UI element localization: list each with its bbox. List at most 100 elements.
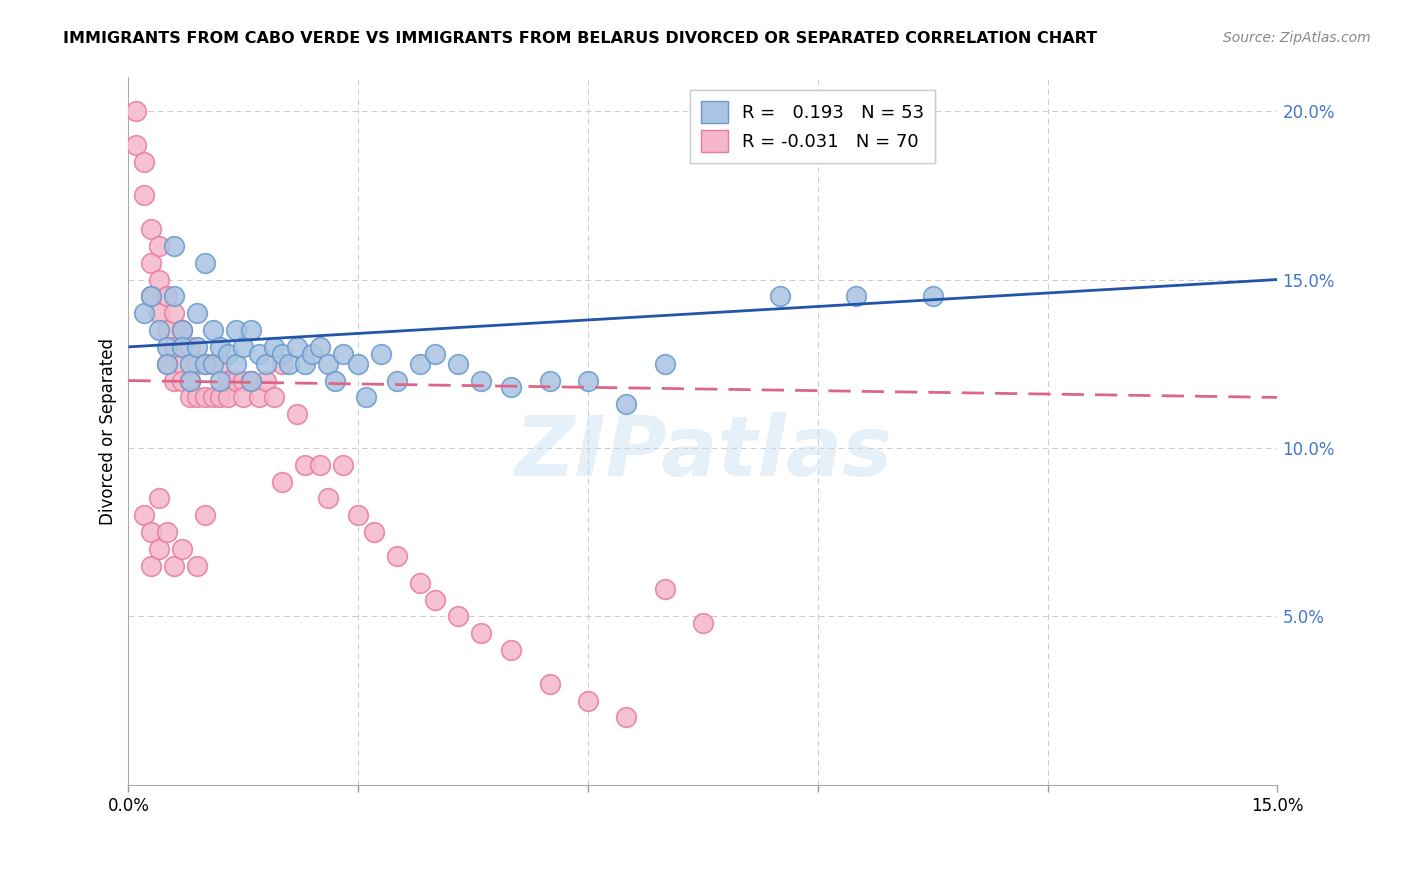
Point <box>225 323 247 337</box>
Point <box>141 558 163 573</box>
Point <box>186 306 208 320</box>
Point <box>172 374 194 388</box>
Point <box>132 306 155 320</box>
Point <box>172 357 194 371</box>
Point <box>209 374 232 388</box>
Text: Source: ZipAtlas.com: Source: ZipAtlas.com <box>1223 31 1371 45</box>
Point <box>294 357 316 371</box>
Point <box>845 289 868 303</box>
Point <box>921 289 943 303</box>
Point <box>768 289 790 303</box>
Point <box>125 104 148 119</box>
Point <box>163 340 186 354</box>
Point <box>186 558 208 573</box>
Point <box>148 306 170 320</box>
Point <box>270 357 292 371</box>
Point <box>209 340 232 354</box>
Point <box>179 391 201 405</box>
Point <box>263 391 285 405</box>
Point <box>423 346 446 360</box>
Point <box>225 374 247 388</box>
Point <box>156 323 179 337</box>
Point <box>172 541 194 556</box>
Point <box>285 340 308 354</box>
Point <box>654 582 676 597</box>
Point <box>201 323 224 337</box>
Point <box>447 357 470 371</box>
Point <box>576 693 599 707</box>
Point <box>156 525 179 540</box>
Point <box>614 710 637 724</box>
Point <box>408 357 430 371</box>
Point <box>614 397 637 411</box>
Text: ZIPatlas: ZIPatlas <box>515 412 891 492</box>
Point <box>172 323 194 337</box>
Point <box>501 643 523 657</box>
Point <box>332 458 354 472</box>
Point <box>132 508 155 523</box>
Point <box>163 374 186 388</box>
Point <box>194 391 217 405</box>
Point <box>148 323 170 337</box>
Point <box>447 609 470 624</box>
Point <box>363 525 385 540</box>
Point <box>294 458 316 472</box>
Point <box>148 491 170 506</box>
Point <box>232 340 254 354</box>
Point <box>194 508 217 523</box>
Point <box>163 558 186 573</box>
Point <box>156 289 179 303</box>
Point <box>217 346 239 360</box>
Point <box>194 357 217 371</box>
Point <box>285 407 308 421</box>
Point <box>247 391 270 405</box>
Point <box>148 541 170 556</box>
Point <box>309 458 332 472</box>
Point <box>347 357 370 371</box>
Point <box>270 475 292 489</box>
Point <box>232 374 254 388</box>
Point <box>347 508 370 523</box>
Point <box>163 306 186 320</box>
Point <box>179 374 201 388</box>
Point <box>209 357 232 371</box>
Point <box>156 357 179 371</box>
Point <box>423 592 446 607</box>
Text: IMMIGRANTS FROM CABO VERDE VS IMMIGRANTS FROM BELARUS DIVORCED OR SEPARATED CORR: IMMIGRANTS FROM CABO VERDE VS IMMIGRANTS… <box>63 31 1098 46</box>
Point <box>217 374 239 388</box>
Point <box>179 374 201 388</box>
Point <box>186 357 208 371</box>
Point <box>538 676 561 690</box>
Legend: R =   0.193   N = 53, R = -0.031   N = 70: R = 0.193 N = 53, R = -0.031 N = 70 <box>690 90 935 163</box>
Point <box>501 380 523 394</box>
Point <box>194 255 217 269</box>
Point <box>186 391 208 405</box>
Point <box>408 575 430 590</box>
Point <box>186 340 208 354</box>
Point <box>163 289 186 303</box>
Point <box>538 374 561 388</box>
Point <box>316 357 339 371</box>
Point <box>156 357 179 371</box>
Point <box>172 340 194 354</box>
Point <box>654 357 676 371</box>
Point <box>141 222 163 236</box>
Point <box>148 239 170 253</box>
Point <box>263 340 285 354</box>
Point <box>240 374 263 388</box>
Point <box>323 374 346 388</box>
Point <box>163 239 186 253</box>
Point <box>172 323 194 337</box>
Point <box>141 289 163 303</box>
Point <box>179 357 201 371</box>
Point <box>470 374 492 388</box>
Point <box>270 346 292 360</box>
Point <box>132 154 155 169</box>
Point <box>576 374 599 388</box>
Point <box>141 255 163 269</box>
Point <box>240 323 263 337</box>
Point <box>354 391 377 405</box>
Point <box>247 346 270 360</box>
Point <box>370 346 392 360</box>
Point <box>132 188 155 202</box>
